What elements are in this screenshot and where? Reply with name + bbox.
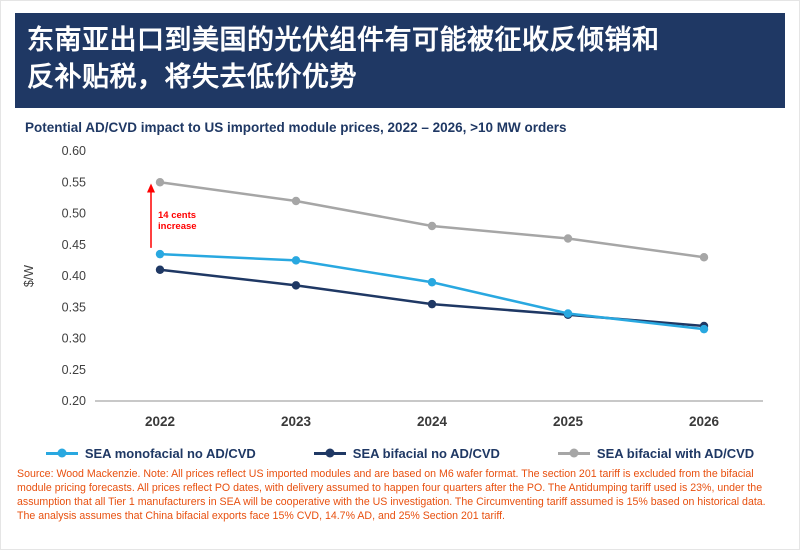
- source-note: Source: Wood Mackenzie. Note: All prices…: [17, 467, 766, 523]
- svg-text:0.50: 0.50: [62, 206, 86, 220]
- svg-text:2025: 2025: [553, 414, 584, 429]
- legend-marker-icon: [557, 448, 590, 458]
- legend-marker-icon: [313, 448, 346, 458]
- svg-text:0.30: 0.30: [62, 331, 86, 345]
- svg-text:0.45: 0.45: [62, 237, 86, 251]
- svg-text:0.20: 0.20: [62, 394, 86, 408]
- chart-legend: SEA monofacial no AD/CVD SEA bifacial no…: [15, 446, 785, 461]
- page-title-line-2: 反补贴税，将失去低价优势: [27, 62, 357, 93]
- legend-label: SEA bifacial no AD/CVD: [352, 445, 500, 461]
- svg-text:2026: 2026: [689, 414, 720, 429]
- line-chart: 0.60 0.55 0.50 0.45 0.40 0.35 0.30 0.25 0.20 $/W 2…: [22, 144, 763, 429]
- svg-text:0.55: 0.55: [62, 175, 86, 189]
- svg-text:0.60: 0.60: [62, 144, 86, 158]
- svg-text:$/W: $/W: [22, 264, 36, 286]
- svg-text:14 cents: 14 cents: [158, 209, 196, 220]
- chart-subtitle: Potential AD/CVD impact to US imported m…: [25, 119, 567, 135]
- legend-item-sea-bifacial-no-adcvd: SEA bifacial no AD/CVD: [313, 445, 500, 461]
- legend-label: SEA monofacial no AD/CVD: [84, 445, 256, 461]
- legend-item-sea-monofacial-no-adcvd: SEA monofacial no AD/CVD: [45, 445, 256, 461]
- title-banner: 东南亚出口到美国的光伏组件有可能被征收反倾销和 反补贴税，将失去低价优势: [15, 13, 785, 108]
- chart-area: 0.60 0.55 0.50 0.45 0.40 0.35 0.30 0.25 0.20 $/W 2…: [15, 139, 785, 444]
- svg-text:0.40: 0.40: [62, 269, 86, 283]
- page-title-line-1: 东南亚出口到美国的光伏组件有可能被征收反倾销和: [27, 25, 660, 55]
- legend-marker-icon: [45, 448, 78, 458]
- svg-text:2022: 2022: [145, 414, 175, 429]
- svg-text:increase: increase: [158, 220, 197, 231]
- svg-text:0.25: 0.25: [62, 362, 86, 376]
- svg-text:2023: 2023: [281, 414, 312, 429]
- svg-text:0.35: 0.35: [62, 300, 86, 314]
- legend-item-sea-bifacial-with-adcvd: SEA bifacial with AD/CVD: [557, 445, 755, 461]
- legend-label: SEA bifacial with AD/CVD: [596, 445, 755, 461]
- svg-text:2024: 2024: [417, 414, 448, 429]
